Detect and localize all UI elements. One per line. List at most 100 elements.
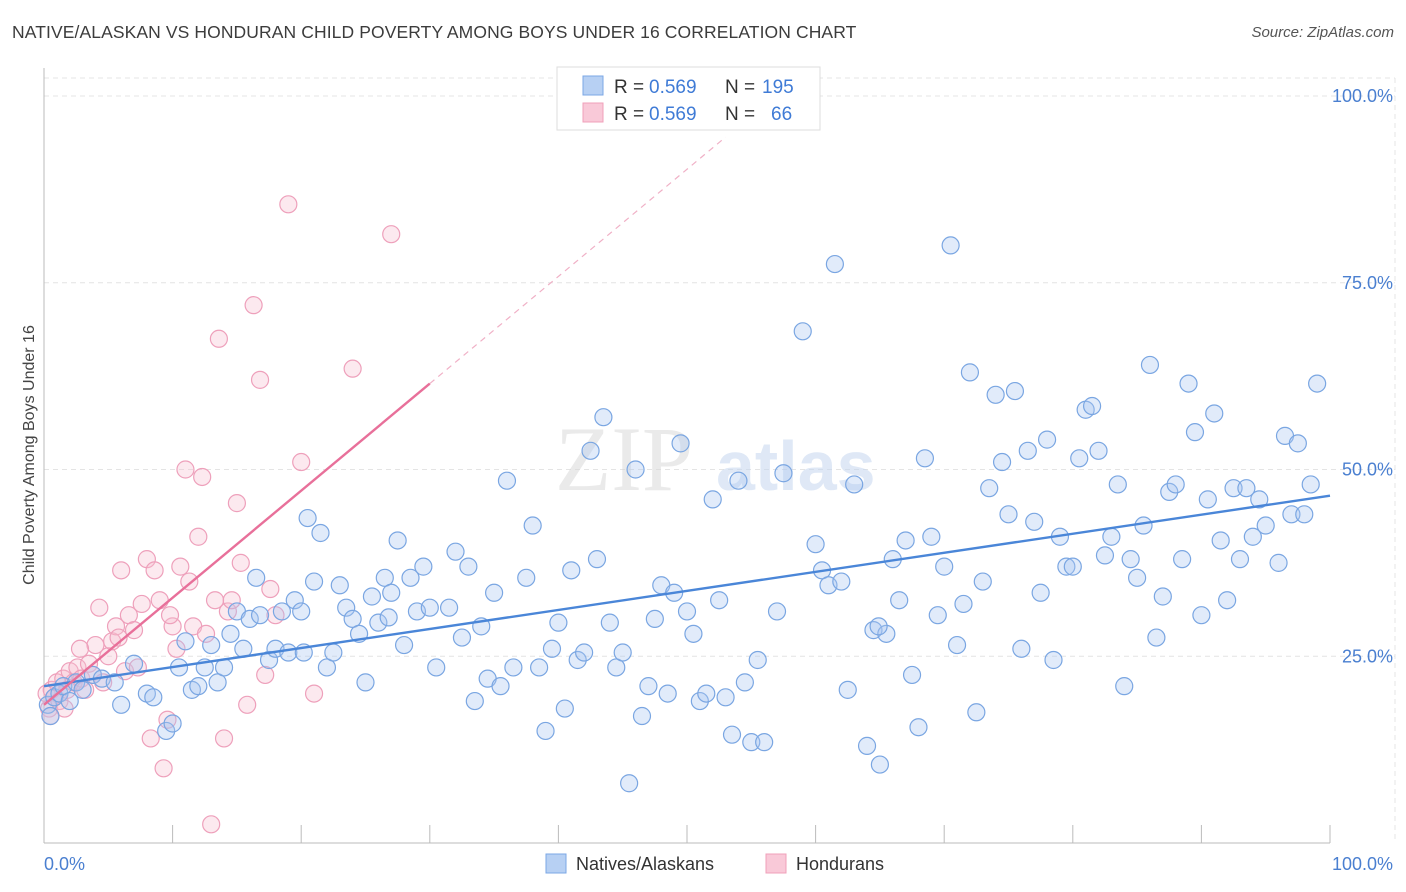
point-natives	[877, 624, 896, 643]
point-natives	[517, 568, 536, 587]
point-natives	[1082, 396, 1102, 416]
point-natives	[379, 608, 398, 627]
point-natives	[1192, 606, 1211, 625]
point-natives	[1031, 583, 1050, 602]
point-natives	[1018, 441, 1037, 460]
point-natives	[362, 587, 382, 606]
point-natives	[1147, 628, 1166, 647]
y-tick-label: 100.0%	[1332, 86, 1393, 106]
point-natives	[575, 643, 594, 662]
point-hondurans	[222, 591, 241, 610]
point-natives	[690, 691, 709, 711]
point-natives	[767, 602, 787, 621]
point-natives	[1301, 475, 1320, 494]
point-natives	[414, 557, 433, 576]
point-hondurans	[70, 639, 90, 658]
point-natives	[600, 613, 619, 632]
point-natives	[144, 688, 163, 707]
point-natives	[250, 606, 270, 625]
axes	[43, 68, 1331, 844]
point-natives	[935, 557, 954, 576]
point-hondurans	[292, 452, 311, 472]
point-natives	[999, 505, 1018, 524]
point-natives	[806, 535, 825, 554]
point-hondurans	[112, 561, 131, 580]
point-hondurans	[176, 460, 195, 479]
point-natives	[439, 598, 459, 617]
point-natives	[555, 699, 574, 718]
point-natives	[960, 363, 980, 382]
point-natives	[337, 598, 356, 617]
point-natives	[304, 572, 324, 591]
point-natives	[369, 613, 388, 632]
point-natives	[536, 721, 555, 741]
point-natives	[896, 531, 915, 550]
point-natives	[60, 691, 79, 711]
y-tick-label: 75.0%	[1342, 273, 1393, 293]
legend-r-value: 0.569	[649, 104, 697, 125]
point-natives	[1282, 505, 1301, 524]
point-natives	[954, 594, 973, 614]
point-natives	[710, 591, 729, 610]
point-hondurans	[261, 579, 280, 599]
point-natives	[73, 680, 92, 699]
point-natives	[1063, 557, 1082, 576]
point-hondurans	[90, 598, 109, 617]
legend-swatch-hondurans	[582, 102, 604, 123]
point-natives	[928, 606, 947, 625]
point-hondurans	[189, 527, 208, 546]
point-natives	[41, 706, 60, 726]
point-hondurans	[106, 617, 126, 636]
point-natives	[1179, 374, 1198, 393]
point-natives	[1288, 434, 1307, 453]
point-natives	[112, 695, 131, 714]
point-natives	[645, 609, 664, 629]
point-natives	[1025, 512, 1044, 531]
point-natives	[992, 452, 1012, 472]
point-natives	[607, 658, 626, 677]
point-natives	[1121, 550, 1140, 569]
point-natives	[1237, 479, 1256, 498]
legend-r-value: 0.569	[649, 77, 697, 98]
point-natives	[562, 561, 581, 580]
trend-line-hondurans-extension	[429, 136, 726, 385]
point-natives	[446, 542, 465, 561]
point-natives	[626, 460, 645, 479]
point-natives	[1198, 490, 1217, 509]
point-natives	[793, 322, 812, 341]
point-natives	[420, 598, 439, 617]
point-natives	[1256, 516, 1275, 535]
point-natives	[986, 385, 1005, 404]
point-natives	[671, 434, 690, 453]
point-natives	[857, 736, 877, 755]
point-natives	[208, 673, 227, 692]
point-natives	[697, 684, 716, 703]
point-natives	[620, 774, 639, 793]
point-hondurans	[109, 628, 128, 647]
point-hondurans	[132, 594, 151, 614]
point-natives	[542, 639, 562, 658]
legend-bottom-swatch-hondurans	[765, 853, 787, 874]
point-natives	[1140, 355, 1160, 375]
point-natives	[279, 643, 298, 662]
legend-r-label: R =	[614, 77, 644, 98]
point-natives	[330, 576, 349, 595]
point-natives	[523, 516, 542, 535]
point-natives	[382, 583, 401, 602]
point-natives	[394, 635, 414, 655]
point-hondurans	[244, 296, 263, 315]
point-natives	[356, 673, 375, 692]
x-tick-label: 0.0%	[44, 854, 85, 874]
point-natives	[311, 523, 330, 543]
point-natives	[272, 602, 292, 621]
point-natives	[632, 706, 652, 726]
point-natives	[317, 658, 337, 677]
point-hondurans	[382, 225, 401, 244]
point-natives	[1005, 381, 1025, 401]
legend-bottom-label-hondurans: Hondurans	[796, 854, 884, 874]
point-natives	[1230, 550, 1250, 569]
series-natives	[38, 236, 1327, 793]
point-natives	[1095, 546, 1115, 565]
point-natives	[221, 624, 240, 643]
point-natives	[292, 602, 311, 621]
